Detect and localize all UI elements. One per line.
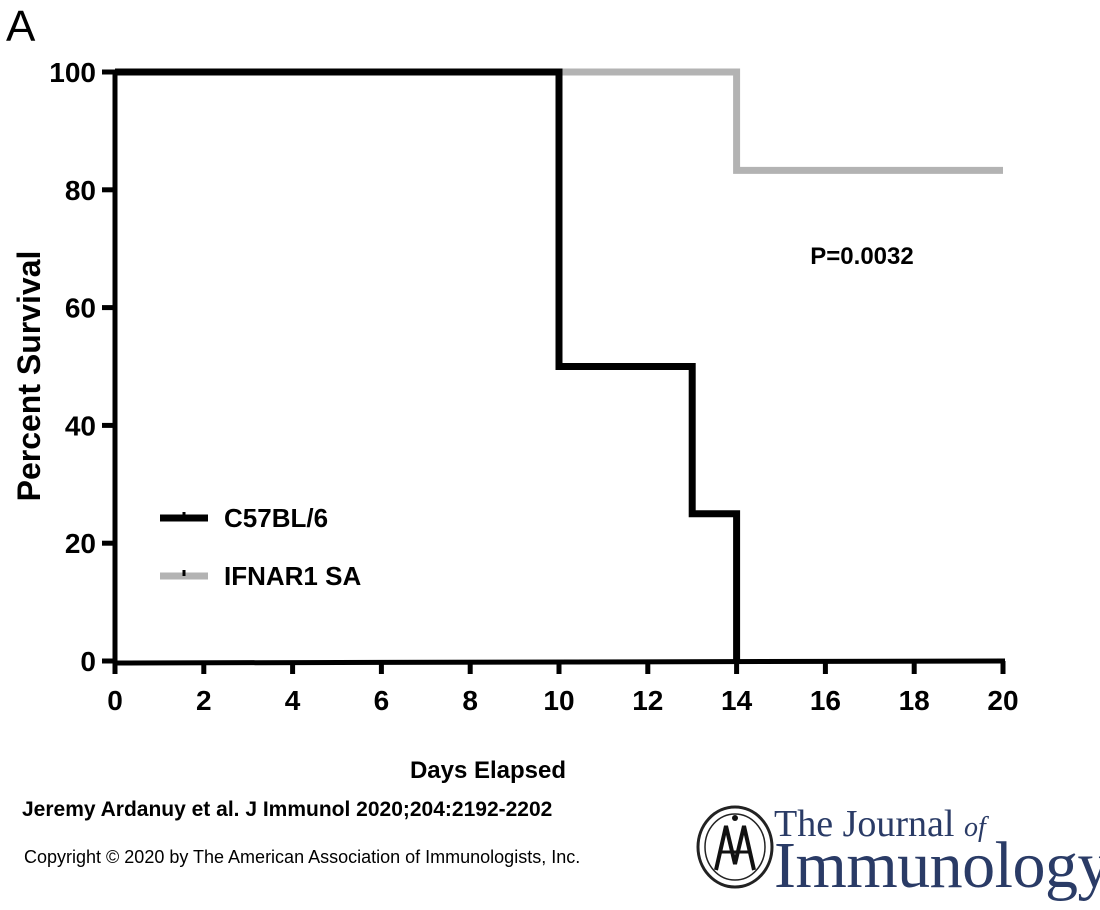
y-tick-label-1: 20 (65, 528, 96, 559)
citation: Jeremy Ardanuy et al. J Immunol 2020;204… (22, 798, 553, 821)
x-tick-label-8: 16 (810, 685, 841, 716)
x-tick-label-10: 20 (987, 685, 1018, 716)
series-line-0 (115, 68, 741, 661)
journal-title-the: The Journal (774, 803, 955, 845)
y-axis-label: Percent Survival (11, 251, 47, 502)
legend-label-1: IFNAR1 SA (224, 561, 361, 591)
y-tick-label-0: 0 (80, 646, 96, 677)
journal-logo: The Journal of Immunology (696, 800, 1100, 902)
y-tick-label-2: 40 (65, 410, 96, 441)
x-tick-label-7: 14 (721, 685, 753, 716)
x-tick-label-4: 8 (462, 685, 478, 716)
x-tick-label-9: 18 (899, 685, 930, 716)
aai-seal-icon (696, 805, 774, 889)
x-tick-label-5: 10 (543, 685, 574, 716)
x-tick-label-0: 0 (107, 685, 123, 716)
x-tick-label-1: 2 (196, 685, 212, 716)
x-tick-label-2: 4 (285, 685, 301, 716)
y-tick-label-3: 60 (65, 293, 96, 324)
survival-chart: 0 2 4 6 8 10 12 14 16 18 20 0 20 40 60 80 100 C57BL/6 IFN… (11, 57, 1019, 784)
x-tick-label-3: 6 (374, 685, 390, 716)
journal-title-line2: Immunology (774, 829, 1100, 902)
labels-layer: 0 2 4 6 8 10 12 14 16 18 20 0 20 40 60 80 100 (49, 57, 1018, 716)
p-value-annotation: P=0.0032 (810, 243, 913, 270)
y-tick-label-4: 80 (65, 175, 96, 206)
journal-title-of: of (963, 812, 986, 843)
x-tick-label-6: 12 (632, 685, 663, 716)
x-axis-label: Days Elapsed (410, 757, 566, 784)
y-tick-label-5: 100 (49, 57, 96, 88)
legend-label-0: C57BL/6 (224, 503, 328, 533)
series-layer (115, 68, 1003, 661)
panel-label: A (6, 2, 36, 51)
legend: C57BL/6 IFNAR1 SA (160, 503, 361, 591)
axes-layer (102, 69, 1006, 674)
copyright: Copyright © 2020 by The American Associa… (24, 847, 581, 867)
journal-title-line1: The Journal of (774, 802, 986, 846)
